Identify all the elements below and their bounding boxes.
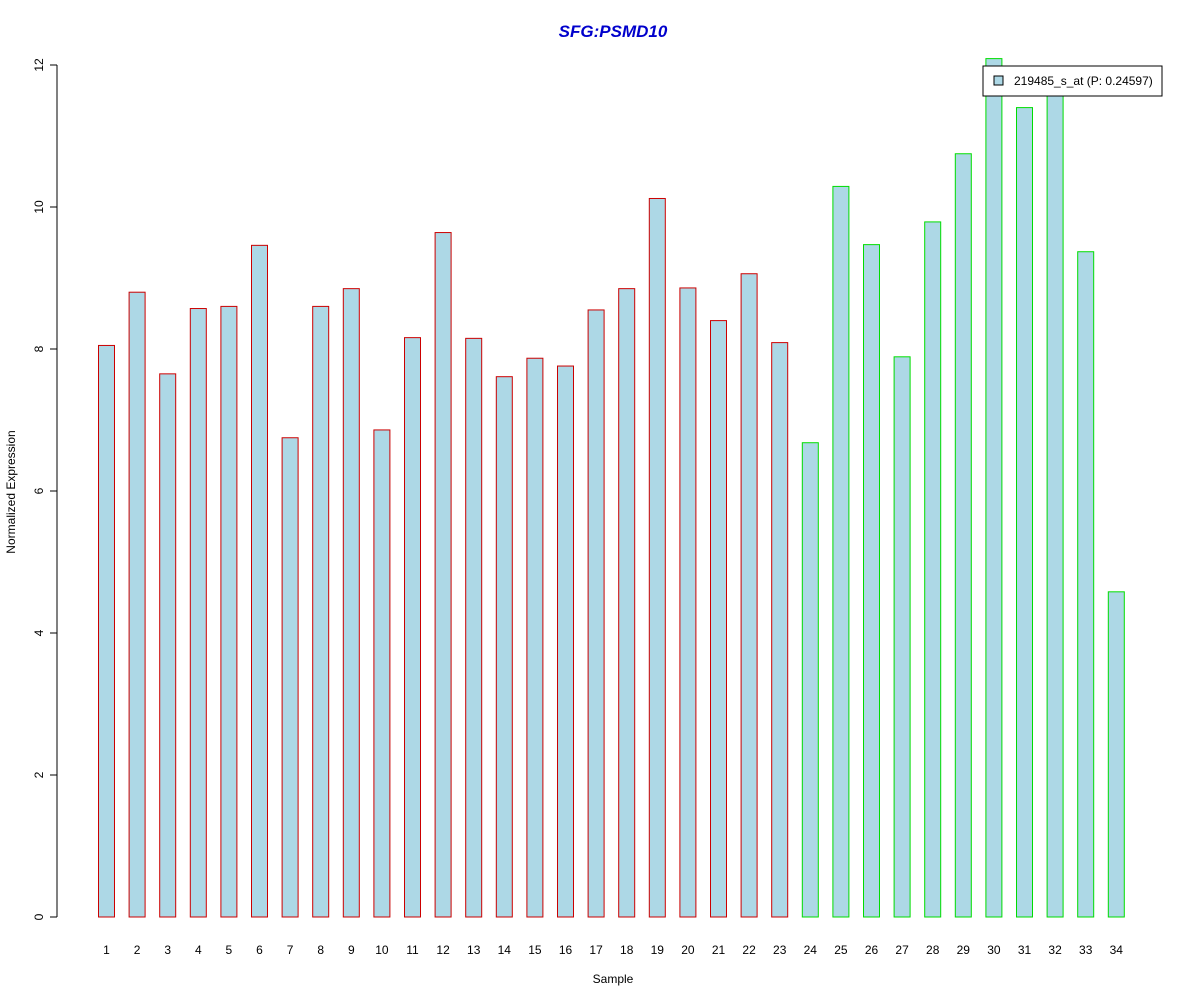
legend-box xyxy=(982,65,1163,97)
x-tick-label: 32 xyxy=(1048,943,1062,957)
x-tick-label: 6 xyxy=(256,943,263,957)
bar-sample-12 xyxy=(434,232,452,918)
x-tick-label: 19 xyxy=(651,943,665,957)
bar-sample-24 xyxy=(801,442,819,918)
x-tick-label: 10 xyxy=(375,943,389,957)
x-tick-label: 9 xyxy=(348,943,355,957)
x-tick-label: 34 xyxy=(1110,943,1124,957)
bar-sample-14 xyxy=(495,376,513,918)
x-tick-label: 4 xyxy=(195,943,202,957)
bar-sample-25 xyxy=(832,185,850,918)
bar-sample-31 xyxy=(1016,107,1033,918)
bar-sample-17 xyxy=(587,309,605,918)
bar-sample-34 xyxy=(1107,591,1125,918)
bar-sample-32 xyxy=(1046,91,1064,918)
x-tick-label: 29 xyxy=(957,943,971,957)
bar-sample-26 xyxy=(863,244,880,918)
legend-entry-label: 219485_s_at (P: 0.24597) xyxy=(1014,74,1153,88)
bar-sample-22 xyxy=(740,273,758,918)
y-tick-label: 4 xyxy=(32,629,46,636)
bar-sample-8 xyxy=(312,305,330,918)
bar-sample-5 xyxy=(220,305,238,918)
bar-sample-23 xyxy=(771,342,789,918)
bar-sample-30 xyxy=(985,58,1003,918)
bar-sample-10 xyxy=(373,429,391,918)
bar-sample-3 xyxy=(159,373,177,918)
y-tick-label: 8 xyxy=(32,345,46,352)
bar-sample-19 xyxy=(648,197,666,918)
x-tick-label: 1 xyxy=(103,943,110,957)
bar-sample-28 xyxy=(924,221,942,918)
y-axis: 0 2 4 6 8 10 12 xyxy=(32,58,58,920)
bar-sample-13 xyxy=(465,337,483,918)
x-tick-label: 8 xyxy=(317,943,324,957)
x-tick-label: 14 xyxy=(498,943,512,957)
x-tick-label: 33 xyxy=(1079,943,1093,957)
bar-sample-27 xyxy=(893,356,911,918)
bar-sample-6 xyxy=(251,244,268,918)
x-tick-label: 30 xyxy=(987,943,1001,957)
x-tick-label: 11 xyxy=(406,943,419,957)
y-tick-label: 6 xyxy=(32,487,46,494)
x-tick-label: 20 xyxy=(681,943,695,957)
y-tick-label: 10 xyxy=(32,200,46,214)
x-tick-label: 21 xyxy=(712,943,726,957)
x-tick-label: 28 xyxy=(926,943,940,957)
x-tick-label: 15 xyxy=(528,943,542,957)
x-tick-label: 2 xyxy=(134,943,141,957)
x-tick-label: 27 xyxy=(895,943,909,957)
bar-sample-18 xyxy=(618,288,636,918)
y-axis-label: Normalized Expression xyxy=(4,430,18,553)
y-tick-label: 12 xyxy=(32,58,46,72)
bar-sample-33 xyxy=(1077,251,1095,918)
x-tick-label: 26 xyxy=(865,943,879,957)
bar-sample-9 xyxy=(342,288,360,918)
x-tick-label: 16 xyxy=(559,943,573,957)
bar-sample-16 xyxy=(557,365,574,918)
bar-sample-15 xyxy=(526,357,544,918)
legend: 219485_s_at (P: 0.24597) xyxy=(982,65,1163,97)
x-tick-label: 31 xyxy=(1018,943,1032,957)
bar-sample-11 xyxy=(404,337,421,918)
bar-sample-29 xyxy=(954,153,972,918)
x-tick-label: 3 xyxy=(164,943,171,957)
x-tick-label: 22 xyxy=(742,943,756,957)
y-tick-label: 0 xyxy=(32,913,46,920)
bars-group xyxy=(98,58,1125,918)
x-tick-label: 24 xyxy=(804,943,818,957)
x-tick-label: 7 xyxy=(287,943,294,957)
chart-title: SFG:PSMD10 xyxy=(559,22,668,41)
bar-sample-2 xyxy=(128,291,146,918)
y-tick-label: 2 xyxy=(32,771,46,778)
x-tick-label: 17 xyxy=(589,943,603,957)
x-tick-label: 23 xyxy=(773,943,787,957)
x-tick-label: 18 xyxy=(620,943,634,957)
bar-sample-1 xyxy=(98,344,115,918)
bar-sample-4 xyxy=(189,308,207,918)
x-tick-label: 13 xyxy=(467,943,481,957)
legend-swatch xyxy=(993,75,1004,86)
x-tick-label: 12 xyxy=(436,943,450,957)
x-axis-label: Sample xyxy=(593,972,634,986)
bar-sample-21 xyxy=(710,320,727,918)
bar-sample-20 xyxy=(679,287,697,918)
x-tick-labels: 1 2 3 4 5 6 7 8 9 10 11 12 13 14 15 16 17 18 19 20 21 22 23 24 2… xyxy=(103,943,1123,957)
bar-sample-7 xyxy=(281,437,299,918)
x-tick-label: 5 xyxy=(226,943,233,957)
x-tick-label: 25 xyxy=(834,943,848,957)
